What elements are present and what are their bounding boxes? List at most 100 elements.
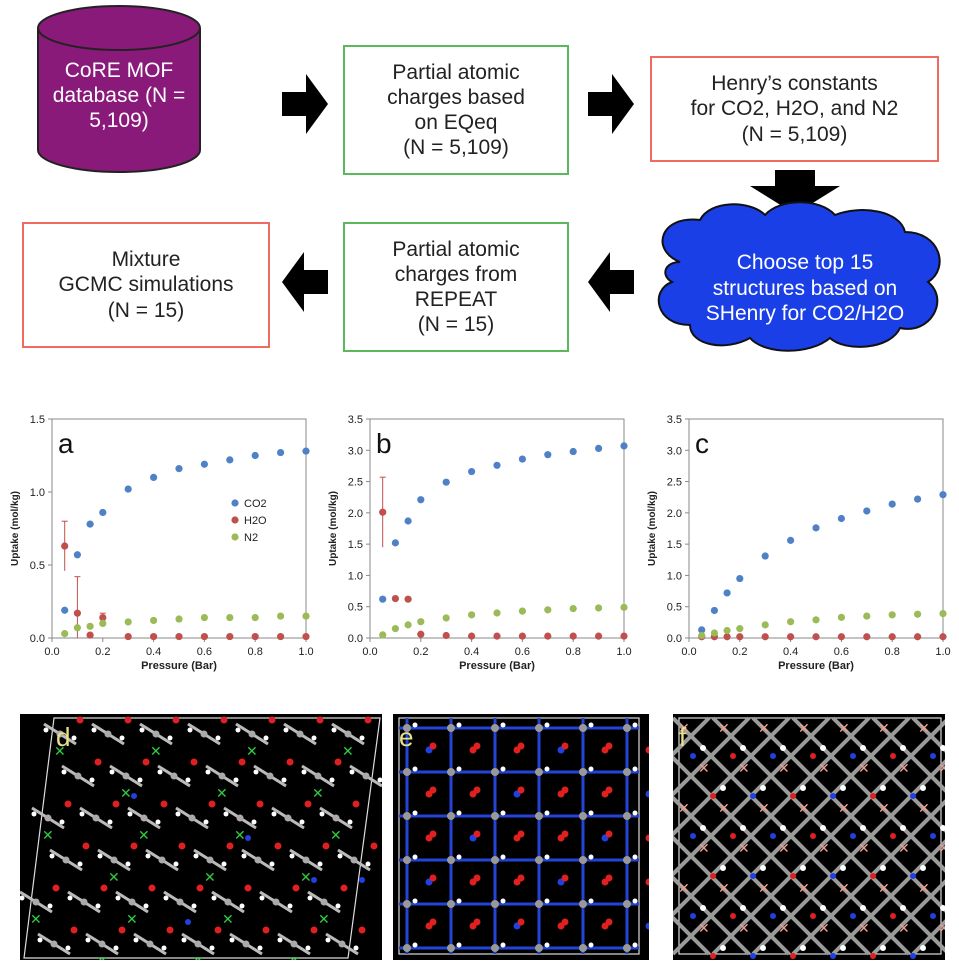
svg-text:✕: ✕	[678, 800, 690, 816]
data-point-h2o	[150, 632, 158, 641]
data-point-h2o	[73, 609, 81, 617]
data-point-n2	[493, 609, 501, 617]
eqeq-line3: on EQeq	[414, 111, 498, 134]
data-point-n2	[226, 613, 234, 622]
data-point-n2	[73, 624, 81, 632]
data-point-n2	[124, 618, 132, 626]
data-point-co2	[391, 539, 399, 547]
repeat-line2: charges from	[394, 262, 518, 286]
legend-marker	[231, 533, 239, 541]
data-point-h2o	[493, 632, 501, 640]
svg-text:✕: ✕	[192, 953, 204, 960]
svg-text:✕: ✕	[718, 880, 730, 896]
choose-label: Choose top 15 structures based on SHenry…	[676, 250, 934, 327]
svg-text:✕: ✕	[738, 920, 750, 936]
structure-label-e: e	[399, 722, 414, 752]
data-point-co2	[251, 451, 259, 460]
mixture-line2: GCMC simulations	[58, 273, 234, 297]
x-axis-label: Pressure (Bar)	[459, 660, 535, 672]
svg-text:✕: ✕	[838, 880, 850, 896]
repeat-line4: (N = 15)	[417, 313, 495, 337]
data-point-h2o	[99, 613, 107, 622]
x-tick-label: 1.0	[935, 646, 950, 658]
y-axis-label: Uptake (mol/kg)	[328, 491, 339, 566]
structure-panel-f: ✕ ✕ ✕ ✕ ✕ ✕ ✕ ✕ ✕ ✕ ✕ ✕ ✕ ✕ ✕ ✕ ✕ ✕ ✕ ✕ ✕ ✕ ✕ ✕ ✕ ✕ ✕ ✕ ✕ ✕ ✕ ✕ ✕ ✕ ✕ ✕ ✕ ✕ ✕ ✕…	[673, 714, 945, 960]
data-point-co2	[73, 551, 81, 559]
structure-e-render	[398, 717, 649, 955]
data-point-h2o	[302, 632, 310, 641]
eqeq-box: Partial atomic charges based on EQeq (N …	[343, 45, 569, 175]
structure-d-render: ✕ ✕ ✕ ✕ ✕ ✕ ✕ ✕ ✕ ✕ ✕ ✕ ✕ ✕ ✕ ✕ ✕ ✕ ✕ ✕ ✕	[20, 716, 382, 960]
data-point-h2o	[518, 632, 526, 640]
panel-label: b	[376, 428, 392, 459]
panel-label: c	[695, 428, 709, 459]
chart-c: 0.0 0.5 1.0 1.5 2.0 2.5 3.0 3.5 0.0 0.2 0.4 0.6 0.8 1…	[647, 414, 951, 672]
structure-label-f: f	[679, 722, 687, 752]
data-point-co2	[710, 606, 718, 615]
choose-line3: SHenry for CO2/H2O	[705, 302, 905, 326]
data-point-co2	[698, 626, 706, 634]
structure-f-render: ✕ ✕ ✕ ✕ ✕ ✕ ✕ ✕ ✕ ✕ ✕ ✕ ✕ ✕ ✕ ✕ ✕ ✕ ✕ ✕ ✕ ✕ ✕ ✕ ✕ ✕ ✕ ✕ ✕ ✕ ✕ ✕ ✕ ✕ ✕ ✕ ✕ ✕ ✕ ✕…	[673, 716, 945, 959]
x-tick-label: 0.8	[248, 646, 263, 658]
data-point-n2	[417, 618, 425, 626]
legend-label: N2	[244, 532, 258, 544]
svg-text:✕: ✕	[798, 720, 810, 736]
svg-text:✕: ✕	[818, 760, 830, 776]
svg-text:✕: ✕	[30, 911, 42, 927]
data-point-n2	[61, 630, 69, 638]
svg-text:✕: ✕	[918, 720, 930, 736]
y-tick-label: 1.5	[667, 539, 682, 551]
x-tick-label: 0.2	[413, 646, 428, 658]
henry-box: Henry’s constants for CO2, H2O, and N2 (…	[650, 56, 939, 162]
data-point-h2o	[837, 633, 845, 641]
data-point-n2	[939, 609, 947, 618]
svg-text:✕: ✕	[138, 827, 150, 843]
y-tick-label: 3.5	[667, 414, 682, 426]
data-point-co2	[302, 447, 310, 455]
y-tick-label: 0.0	[30, 633, 45, 645]
svg-text:✕: ✕	[938, 760, 945, 776]
svg-text:✕: ✕	[918, 880, 930, 896]
svg-text:✕: ✕	[204, 869, 216, 885]
data-point-h2o	[251, 632, 259, 641]
x-axis-label: Pressure (Bar)	[778, 660, 854, 672]
svg-text:✕: ✕	[42, 827, 54, 843]
y-tick-label: 0.5	[348, 602, 363, 614]
data-point-h2o	[404, 595, 412, 603]
data-point-n2	[723, 626, 731, 635]
y-tick-label: 1.0	[348, 570, 363, 582]
x-tick-label: 0.4	[783, 646, 798, 658]
svg-text:✕: ✕	[288, 953, 300, 960]
database-line3: (N = 5,109)	[89, 84, 186, 133]
data-point-co2	[736, 574, 744, 583]
data-point-co2	[620, 442, 628, 450]
y-tick-label: 1.0	[30, 487, 45, 499]
data-point-n2	[620, 603, 628, 611]
structure-label-d: d	[56, 722, 71, 752]
svg-text:✕: ✕	[678, 720, 690, 736]
mixture-line3: (N = 15)	[107, 298, 185, 322]
data-point-co2	[442, 478, 450, 486]
mixture-box: Mixture GCMC simulations (N = 15)	[22, 222, 270, 348]
data-point-co2	[226, 456, 234, 464]
structure-panel-e: e	[393, 714, 649, 960]
eqeq-line1: Partial atomic	[392, 60, 520, 84]
data-point-co2	[404, 517, 412, 525]
data-point-h2o	[544, 632, 552, 640]
data-point-co2	[544, 451, 552, 459]
data-point-h2o	[736, 633, 744, 641]
data-point-h2o	[761, 633, 769, 641]
plot-area	[369, 418, 625, 639]
svg-text:✕: ✕	[938, 840, 945, 856]
y-tick-label: 2.5	[667, 477, 682, 489]
data-point-co2	[888, 500, 896, 508]
henry-line2: for CO2, H2O, and N2	[690, 97, 899, 121]
arrow-right-2	[588, 74, 634, 134]
svg-text:✕: ✕	[778, 760, 790, 776]
data-point-n2	[710, 629, 718, 637]
choose-line1: Choose top 15	[736, 251, 874, 274]
svg-text:✕: ✕	[878, 880, 890, 896]
data-point-co2	[518, 455, 526, 463]
database-cylinder	[37, 5, 201, 173]
y-tick-label: 0.0	[348, 633, 363, 645]
